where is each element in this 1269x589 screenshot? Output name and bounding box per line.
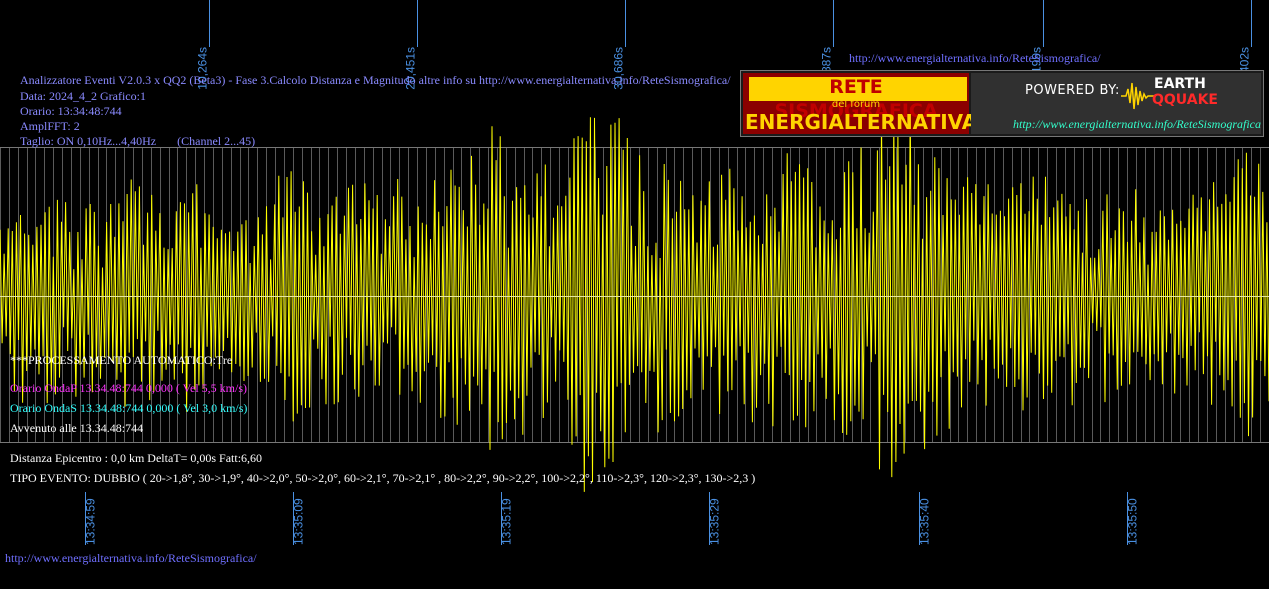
logo-powered-by: POWERED BY: <box>1025 83 1120 98</box>
logo-qquake: QQUAKE <box>1152 92 1218 108</box>
header-date: Data: 2024_4_2 Grafico:1 <box>20 89 146 103</box>
seismograph-wave-icon <box>1121 82 1155 110</box>
epicenter-distance: Distanza Epicentro : 0,0 km DeltaT= 0,00… <box>10 451 263 465</box>
top-tick-label: 10,264s <box>196 47 210 90</box>
onda-s-time: Orario OndaS 13.34.48:744 0,000 ( Vel 3,… <box>10 401 248 415</box>
logo-title-band <box>749 77 967 101</box>
logo-brand: ENERGIALTERNATIVA <box>745 110 978 134</box>
bottom-tick-label: 13:35:50 <box>1126 498 1140 545</box>
top-url[interactable]: http://www.energialternativa.info/ReteSi… <box>849 51 1101 65</box>
onda-p-time: Orario OndaP 13.34.48:744 0,000 ( Vel 5,… <box>10 381 247 395</box>
bottom-tick-label: 13:35:29 <box>708 498 722 545</box>
bottom-tick-label: 13:35:19 <box>500 498 514 545</box>
logo-left-panel <box>743 73 969 134</box>
bottom-url[interactable]: http://www.energialternativa.info/ReteSi… <box>5 551 257 565</box>
logo-subtitle: del forum <box>831 99 881 110</box>
seismic-trace <box>0 107 1269 492</box>
rete-sismografica-logo[interactable]: RETE SISMOGRAFICA del forum ENERGIALTERN… <box>740 70 1264 137</box>
bottom-tick-label: 13:35:09 <box>292 498 306 545</box>
header-filter: Taglio: ON 0,10Hz...4,40Hz (Channel 2...… <box>20 134 256 148</box>
header-amplfft: AmplFFT: 2 <box>20 119 80 133</box>
bottom-tick-label: 13:35:40 <box>918 498 932 545</box>
logo-earth: EARTH <box>1154 76 1206 92</box>
logo-url[interactable]: http://www.energialternativa.info/ReteSi… <box>1013 117 1261 131</box>
header-title: Analizzatore Eventi V2.0.3 x QQ2 (Beta3)… <box>20 73 731 87</box>
event-type: TIPO EVENTO: DUBBIO ( 20->1,8°, 30->1,9°… <box>10 471 756 485</box>
event-time: Avvenuto alle 13.34.48:744 <box>10 421 144 435</box>
logo-title: RETE SISMOGRAFICA <box>774 76 938 122</box>
top-tick-label: 30,686s <box>612 47 626 90</box>
bottom-axis: 13:34:59 13:35:09 13:35:19 13:35:29 13:35:40… <box>84 492 1140 545</box>
logo-right-panel: POWERED BY: EARTH QQUAKE http://www.ener… <box>971 73 1261 134</box>
header-time: Orario: 13:34:48:744 <box>20 104 122 118</box>
bottom-tick-label: 13:34:59 <box>84 498 98 545</box>
processing-status: ***PROCESSAMENTO AUTOMATICO:Tre <box>10 353 233 367</box>
top-tick-label: 20,451s <box>404 47 418 90</box>
